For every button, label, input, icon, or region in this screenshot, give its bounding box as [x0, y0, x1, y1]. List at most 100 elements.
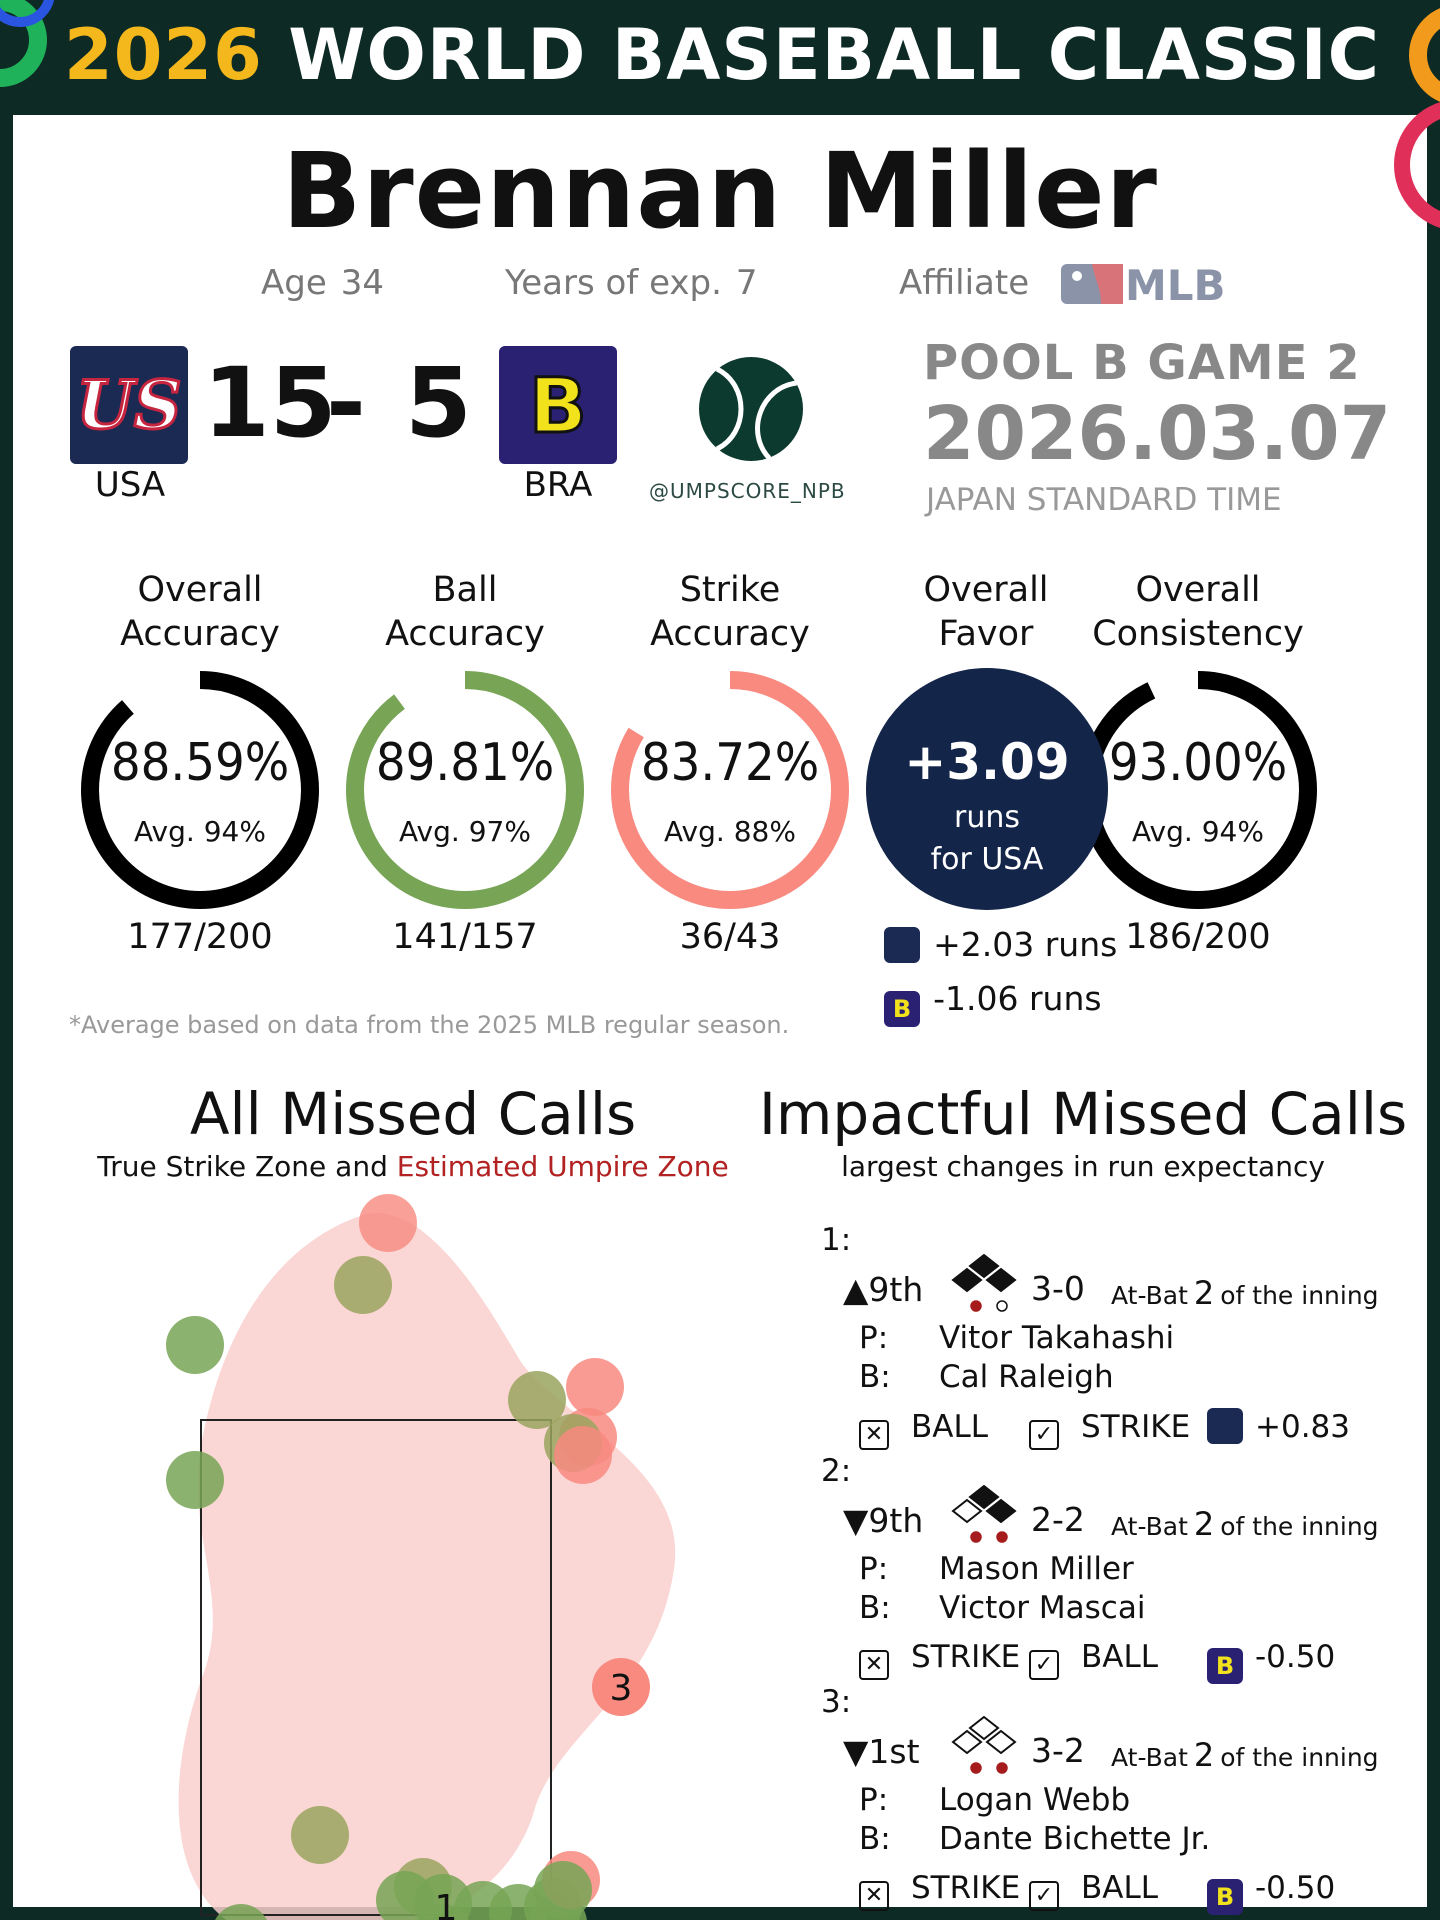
pitcher: P: Logan Webb — [859, 1782, 1130, 1818]
stat-title-2: Accuracy — [650, 614, 810, 654]
call-number: 3: — [821, 1684, 852, 1720]
call-result: ✕ STRIKE ✓ BALL B -0.50 — [859, 1639, 1335, 1684]
bra-logo: B — [499, 346, 617, 464]
missed-title: All Missed Calls — [189, 1080, 637, 1148]
stat-title-2: Accuracy — [120, 614, 280, 654]
team-mini-icon: B — [1207, 1648, 1243, 1684]
favor-value: +3.09 — [904, 733, 1070, 791]
batter: B: Dante Bichette Jr. — [859, 1821, 1210, 1857]
missed-point — [417, 1904, 469, 1920]
call-number: 1: — [821, 1222, 852, 1258]
call-result: ✕ STRIKE ✓ BALL B -0.50 — [859, 1870, 1335, 1915]
called-label: STRIKE — [911, 1870, 1021, 1906]
pitcher: P: Vitor Takahashi — [859, 1320, 1174, 1356]
called-label: BALL — [911, 1409, 989, 1445]
missed-point — [166, 1316, 224, 1374]
call-delta: -0.50 — [1255, 1870, 1336, 1906]
header-title: 2026 WORLD BASEBALL CLASSIC — [64, 14, 1380, 96]
score-sep: - — [326, 347, 366, 459]
header-deco-right — [1409, 8, 1440, 102]
gauge-count: 186/200 — [1125, 917, 1271, 957]
call-count: 3-0 — [1031, 1269, 1085, 1308]
gauge-average: Avg. 88% — [664, 815, 796, 848]
usa-logo-icon: US — [75, 365, 183, 446]
gauge-count: 141/157 — [392, 917, 538, 957]
mlb-icon — [1061, 264, 1123, 304]
impactful-title: Impactful Missed Calls — [758, 1080, 1408, 1148]
favor-team: for USA — [930, 842, 1044, 877]
gauge-ring — [346, 671, 584, 909]
experience-field: Years of exp. 7 — [505, 263, 758, 303]
main-panel: Brennan Miller Age 34 Years of exp. 7 Affi… — [13, 102, 1440, 1920]
gauge-count: 36/43 — [679, 917, 781, 957]
gauge-ring — [81, 671, 319, 909]
pitcher-label: P: — [859, 1551, 889, 1587]
x-box-icon: ✕ — [859, 1881, 889, 1911]
usa-logo: US — [70, 346, 188, 464]
missed-point — [508, 1371, 566, 1429]
handle: @UMPSCORE_NPB — [649, 479, 846, 503]
bases-diamond-icon — [951, 1254, 1017, 1312]
score-bra: 5 — [405, 347, 472, 459]
game-timezone: JAPAN STANDARD TIME — [926, 482, 1282, 518]
atbat-label: At-Bat — [1111, 1743, 1188, 1772]
gauge-value: 88.59% — [110, 733, 290, 793]
header: 2026 WORLD BASEBALL CLASSIC — [0, 0, 1440, 115]
gauge-arc — [611, 671, 849, 909]
batter-label: B: — [859, 1821, 891, 1857]
missed-point — [291, 1806, 349, 1864]
check-box-icon: ✓ — [1029, 1420, 1059, 1450]
stat-title-1: Overall — [137, 570, 263, 610]
call-atbat: At-Bat 2 of the inning — [1111, 1274, 1379, 1312]
stat-title: Ball Accuracy — [335, 568, 595, 656]
call-delta: -0.50 — [1255, 1639, 1336, 1675]
pitcher-name: Mason Miller — [939, 1551, 1134, 1587]
bra-mini-icon: B — [884, 991, 920, 1027]
svg-text:US: US — [76, 366, 181, 444]
call-atbat: At-Bat 2 of the inning — [1111, 1736, 1379, 1774]
team-mini-icon: B — [1207, 1879, 1243, 1915]
check-box-icon: ✓ — [1029, 1881, 1059, 1911]
missed-points — [166, 1194, 624, 1920]
gauge-average: Avg. 97% — [399, 815, 531, 848]
gauge-count: 177/200 — [127, 917, 273, 957]
true-strike-zone — [200, 1419, 552, 1916]
call-count: 3-2 — [1031, 1731, 1085, 1770]
atbat-label: At-Bat — [1111, 1512, 1188, 1541]
panel-deco-right — [1394, 102, 1440, 228]
atbat-number: 2 — [1193, 1505, 1215, 1543]
usa-label: USA — [94, 465, 166, 505]
batter: B: Cal Raleigh — [859, 1359, 1114, 1395]
impactful-subtitle: largest changes in run expectancy — [841, 1150, 1325, 1183]
game-date: 2026.03.07 — [923, 391, 1392, 477]
call-count: 2-2 — [1031, 1500, 1085, 1539]
call-inning: ▲9th — [843, 1270, 924, 1309]
call-atbat: At-Bat 2 of the inning — [1111, 1505, 1379, 1543]
atbat-suffix: of the inning — [1220, 1281, 1379, 1310]
favor-usa-row: +2.03 runs — [884, 925, 1117, 964]
bases-diamond-icon — [951, 1716, 1017, 1774]
header-year: 2026 — [64, 14, 263, 96]
x-box-icon: ✕ — [859, 1650, 889, 1680]
score-usa: 15 — [203, 347, 337, 459]
stat-title-1: Overall — [1135, 570, 1261, 610]
atbat-number: 2 — [1193, 1736, 1215, 1774]
mlb-text: MLB — [1125, 261, 1226, 310]
atbat-suffix: of the inning — [1220, 1512, 1379, 1541]
missed-point — [359, 1194, 417, 1252]
missed-point — [334, 1256, 392, 1314]
batter: B: Victor Mascai — [859, 1590, 1145, 1626]
bra-logo-icon: B — [528, 360, 589, 452]
stat-title: Overall Accuracy — [70, 568, 330, 656]
gauge-value: 83.72% — [640, 733, 820, 793]
missed-point — [166, 1451, 224, 1509]
mlb-logo: MLB — [1061, 261, 1226, 310]
favor-title-2: Favor — [938, 614, 1034, 654]
favor-circle: +3.09 runs for USA — [866, 668, 1108, 910]
umpire-name: Brennan Miller — [282, 130, 1158, 252]
svg-text:B: B — [529, 361, 587, 450]
stat-title-2: Accuracy — [385, 614, 545, 654]
affiliate-label: Affiliate — [899, 263, 1030, 303]
favor-unit: runs — [954, 800, 1020, 835]
atbat-suffix: of the inning — [1220, 1743, 1379, 1772]
